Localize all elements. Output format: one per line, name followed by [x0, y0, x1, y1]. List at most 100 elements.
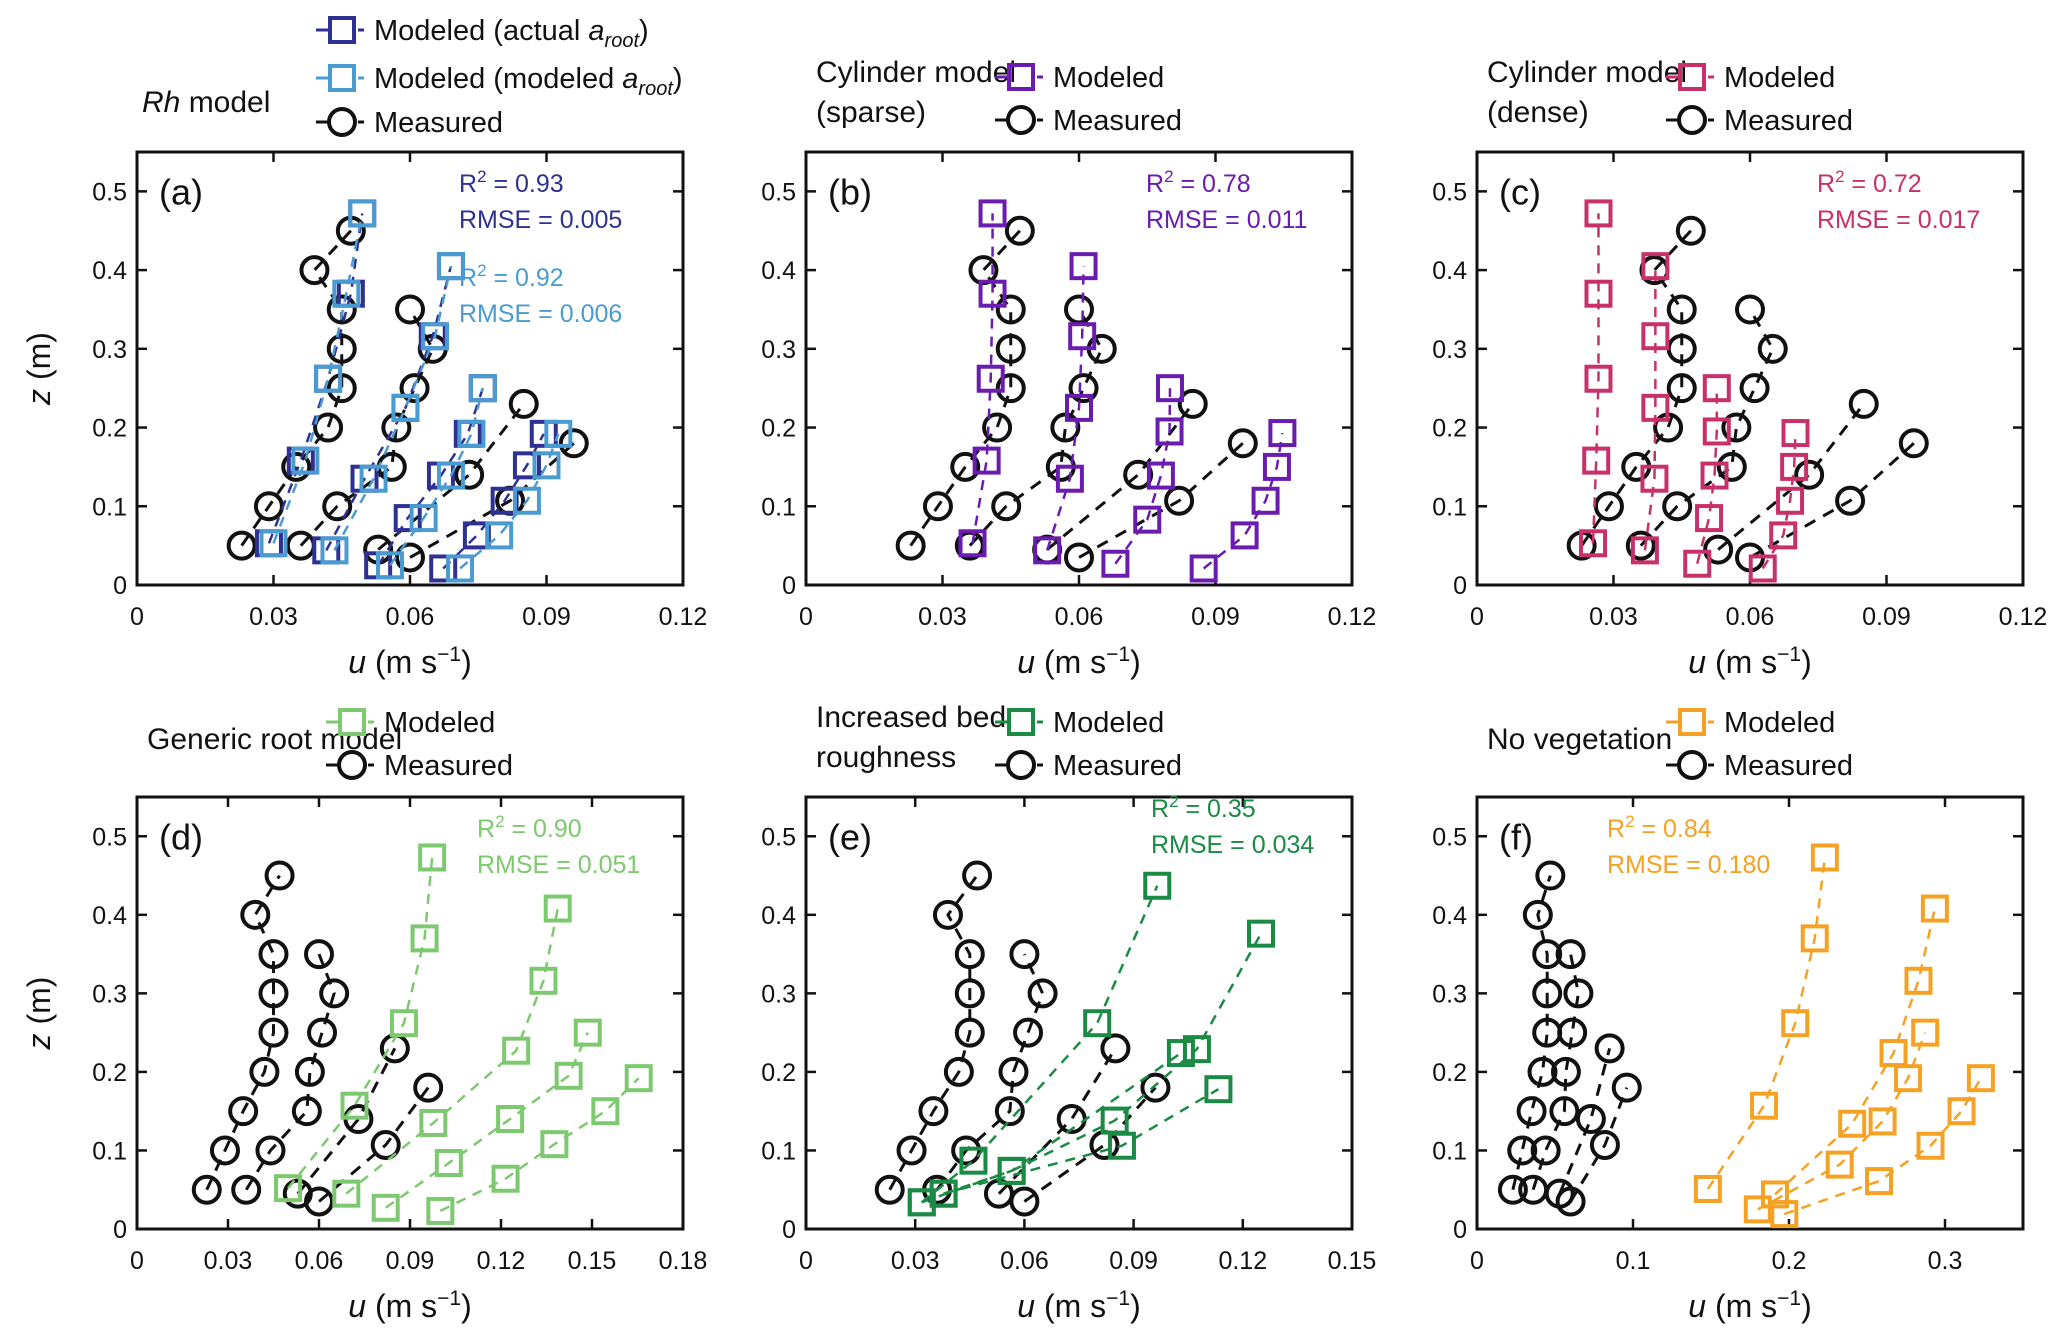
- y-tick-label: 0.3: [92, 336, 127, 364]
- x-tick-label: 0.12: [477, 1247, 526, 1275]
- data-point-circle: [454, 459, 485, 490]
- x-tick-label: 0.2: [1772, 1247, 1807, 1275]
- data-point-circle: [954, 978, 985, 1009]
- data-point-circle: [209, 1135, 240, 1166]
- data-point-square: [259, 529, 288, 558]
- data-point-circle: [1550, 1056, 1581, 1087]
- data-point-square: [591, 1097, 620, 1126]
- y-tick-label: 0.4: [92, 902, 127, 930]
- series-generic_root: [274, 843, 653, 1225]
- data-point-circle: [249, 1056, 280, 1087]
- data-point-square: [1748, 554, 1777, 583]
- x-axis-label: u (m s−1): [1688, 1287, 1812, 1324]
- data-point-circle: [231, 1174, 262, 1205]
- data-point-circle: [954, 939, 985, 970]
- data-point-circle: [319, 978, 350, 1009]
- data-point-circle: [962, 860, 993, 891]
- y-tick-label: 0.5: [92, 178, 127, 206]
- legend-square-icon: [1007, 708, 1035, 736]
- legend-label: Modeled: [384, 707, 495, 739]
- data-point-square: [1107, 1131, 1136, 1160]
- data-point-circle: [1666, 294, 1697, 325]
- x-tick-label: 0.09: [1191, 603, 1240, 631]
- data-point-square: [978, 279, 1007, 308]
- y-tick-label: 0.1: [761, 1137, 796, 1165]
- data-point-square: [1838, 1109, 1867, 1138]
- y-tick-label: 0.3: [1432, 336, 1467, 364]
- data-point-square: [1630, 536, 1659, 565]
- data-point-square: [485, 521, 514, 550]
- panel-c: 0 0.03 0.06 0.09 0.12 0 0.1 0.2 0.3 0.4 0.5 u (m s−…: [1432, 56, 2047, 680]
- r-squared-label: R2 = 0.35: [1151, 792, 1256, 823]
- data-point-circle: [1835, 485, 1866, 516]
- profile-line-1: [267, 213, 364, 544]
- data-point-circle: [1625, 530, 1656, 561]
- series-bed_roughness: [907, 871, 1275, 1217]
- data-point-square: [1189, 554, 1218, 583]
- legend-item-measured: Measured: [995, 750, 1182, 782]
- data-point-square: [573, 1018, 602, 1047]
- data-point-circle: [874, 1174, 905, 1205]
- legend-label: Modeled: [1724, 62, 1835, 94]
- data-point-square: [1700, 461, 1729, 490]
- data-point-circle: [943, 1056, 974, 1087]
- profile-line-4: [1749, 442, 1915, 559]
- legend-label: Measured: [384, 750, 513, 782]
- data-point-square: [393, 504, 422, 533]
- data-point-square: [907, 1188, 936, 1217]
- data-point-square: [1743, 1195, 1772, 1224]
- data-point-circle: [1666, 373, 1697, 404]
- data-point-circle: [1721, 412, 1752, 443]
- r-squared-label: R2 = 0.93: [459, 167, 564, 198]
- panel-title: Rh model: [142, 86, 270, 119]
- data-point-square: [529, 966, 558, 995]
- series-cylinder_sparse: [958, 199, 1297, 583]
- legend-label: Measured: [1053, 105, 1182, 137]
- x-tick-label: 0: [1470, 603, 1484, 631]
- data-point-square: [429, 554, 458, 583]
- data-point-square: [1204, 1075, 1233, 1104]
- legend-item-measured: Measured: [1666, 750, 1853, 782]
- data-point-square: [1879, 1039, 1908, 1068]
- rmse-label: RMSE = 0.005: [459, 206, 622, 234]
- data-point-circle: [1555, 1186, 1586, 1217]
- profile-line-3: [1046, 403, 1194, 551]
- data-point-circle: [1675, 215, 1706, 246]
- data-point-square: [375, 551, 404, 580]
- y-tick-label: 0.1: [1432, 1137, 1467, 1165]
- profile-line-1: [920, 885, 1159, 1204]
- profile-line-4: [943, 1088, 1220, 1195]
- y-tick-label: 0.3: [761, 336, 796, 364]
- data-point-square: [1143, 871, 1172, 900]
- profile-line-2: [333, 265, 453, 551]
- y-tick-label: 0.3: [92, 980, 127, 1008]
- x-axis-label: u (m s−1): [1688, 643, 1812, 680]
- series-measured: [1566, 215, 1929, 573]
- r-squared-label: R2 = 0.92: [459, 261, 564, 292]
- data-point-square: [1101, 549, 1130, 578]
- data-point-circle: [994, 1096, 1025, 1127]
- rmse-label: RMSE = 0.051: [477, 851, 640, 879]
- data-point-circle: [191, 1174, 222, 1205]
- legend-item-modeled: Modeled: [995, 707, 1164, 739]
- data-point-square: [543, 894, 572, 923]
- data-point-circle: [1164, 485, 1195, 516]
- data-point-square: [997, 1156, 1026, 1185]
- data-point-square: [502, 1036, 531, 1065]
- profile-line-2: [943, 933, 1263, 1195]
- data-point-circle: [1593, 491, 1624, 522]
- data-point-circle: [395, 542, 425, 573]
- data-point-circle: [258, 978, 289, 1009]
- data-point-circle: [1575, 1104, 1606, 1135]
- profile-line-4: [1023, 1086, 1157, 1203]
- data-point-circle: [1739, 373, 1770, 404]
- y-tick-label: 0.1: [1432, 493, 1467, 521]
- profile-line-1: [240, 229, 352, 547]
- data-point-circle: [264, 860, 295, 891]
- panel-letter: (a): [159, 171, 203, 212]
- x-axis-label: u (m s−1): [1017, 1287, 1141, 1324]
- x-tick-label: 0.3: [1928, 1247, 1963, 1275]
- x-tick-label: 0.09: [1109, 1247, 1158, 1275]
- data-point-circle: [1064, 294, 1094, 325]
- panel-f: 0 0.1 0.2 0.3 0 0.1 0.2 0.3 0.4 0.5 u (m s−1) (f) R2…: [1432, 707, 2025, 1324]
